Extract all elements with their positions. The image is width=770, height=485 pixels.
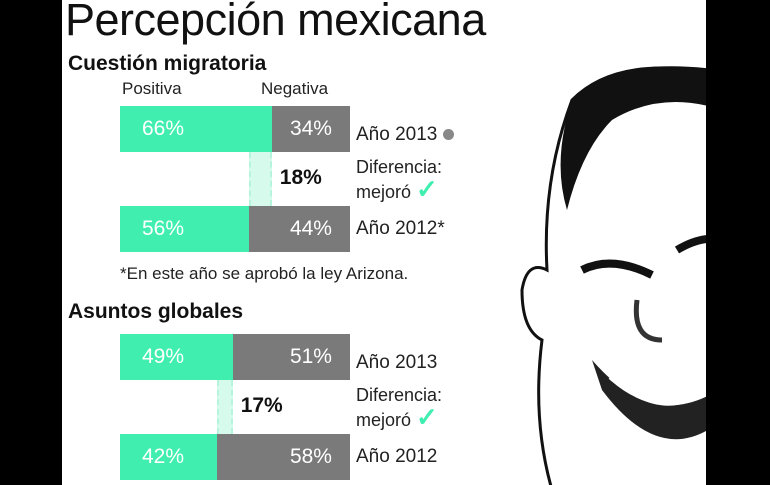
category-label: Año 2012* (356, 218, 445, 240)
difference-band (248, 152, 272, 206)
bar-label-positive: 49% (142, 345, 185, 368)
category-label-text: Año 2013 (356, 124, 438, 145)
section-title-migration: Cuestión migratoria (68, 52, 267, 75)
difference-label: Diferencia: (356, 385, 443, 405)
bar-label-negative: 34% (289, 117, 332, 140)
bar-label-positive: 42% (142, 445, 185, 468)
header-negative: Negativa (261, 79, 329, 98)
category-label-text: Año 2012* (356, 218, 445, 239)
legend-dot-icon (443, 129, 455, 140)
bar-label-negative: 58% (289, 445, 332, 468)
portrait-illustration (520, 66, 706, 485)
bar-negative: 51% (232, 334, 350, 380)
footnote: *En este año se aprobó la ley Arizona. (120, 264, 409, 283)
bar-negative: 44% (248, 206, 350, 252)
infographic-panel: Percepción mexicana Cuestión migratoria … (62, 0, 706, 485)
header-positive: Positiva (122, 79, 182, 98)
bar-label-positive: 56% (142, 217, 185, 240)
bar-positive: 42% (120, 434, 217, 480)
category-label: Año 2013 (356, 352, 437, 374)
bar-label-positive: 66% (142, 117, 185, 140)
bar-positive: 66% (120, 106, 272, 152)
difference-label: Diferencia: (356, 157, 443, 177)
category-label-text: Año 2013 (356, 352, 438, 373)
bar-positive: 49% (120, 334, 233, 380)
category-label: Año 2013 (356, 124, 455, 146)
bar-positive: 56% (120, 206, 249, 252)
checkmark-icon: ✓ (416, 402, 438, 432)
improved-label: mejoró (356, 410, 412, 430)
checkmark-icon: ✓ (416, 174, 438, 204)
bar-negative: 34% (271, 106, 350, 152)
page-title: Percepción mexicana (65, 0, 486, 45)
bar-label-negative: 51% (289, 345, 332, 368)
difference-note: Diferencia: mejoró ✓ (356, 384, 442, 431)
bar-negative: 58% (216, 434, 350, 480)
bar-label-negative: 44% (289, 217, 332, 240)
improved-label: mejoró (356, 182, 412, 202)
category-label-text: Año 2012 (356, 446, 438, 467)
difference-value: 17% (240, 394, 283, 417)
difference-value: 18% (279, 166, 322, 189)
difference-band (216, 380, 233, 434)
difference-note: Diferencia: mejoró ✓ (356, 156, 442, 203)
category-label: Año 2012 (356, 446, 437, 468)
section-title-global: Asuntos globales (68, 300, 244, 323)
